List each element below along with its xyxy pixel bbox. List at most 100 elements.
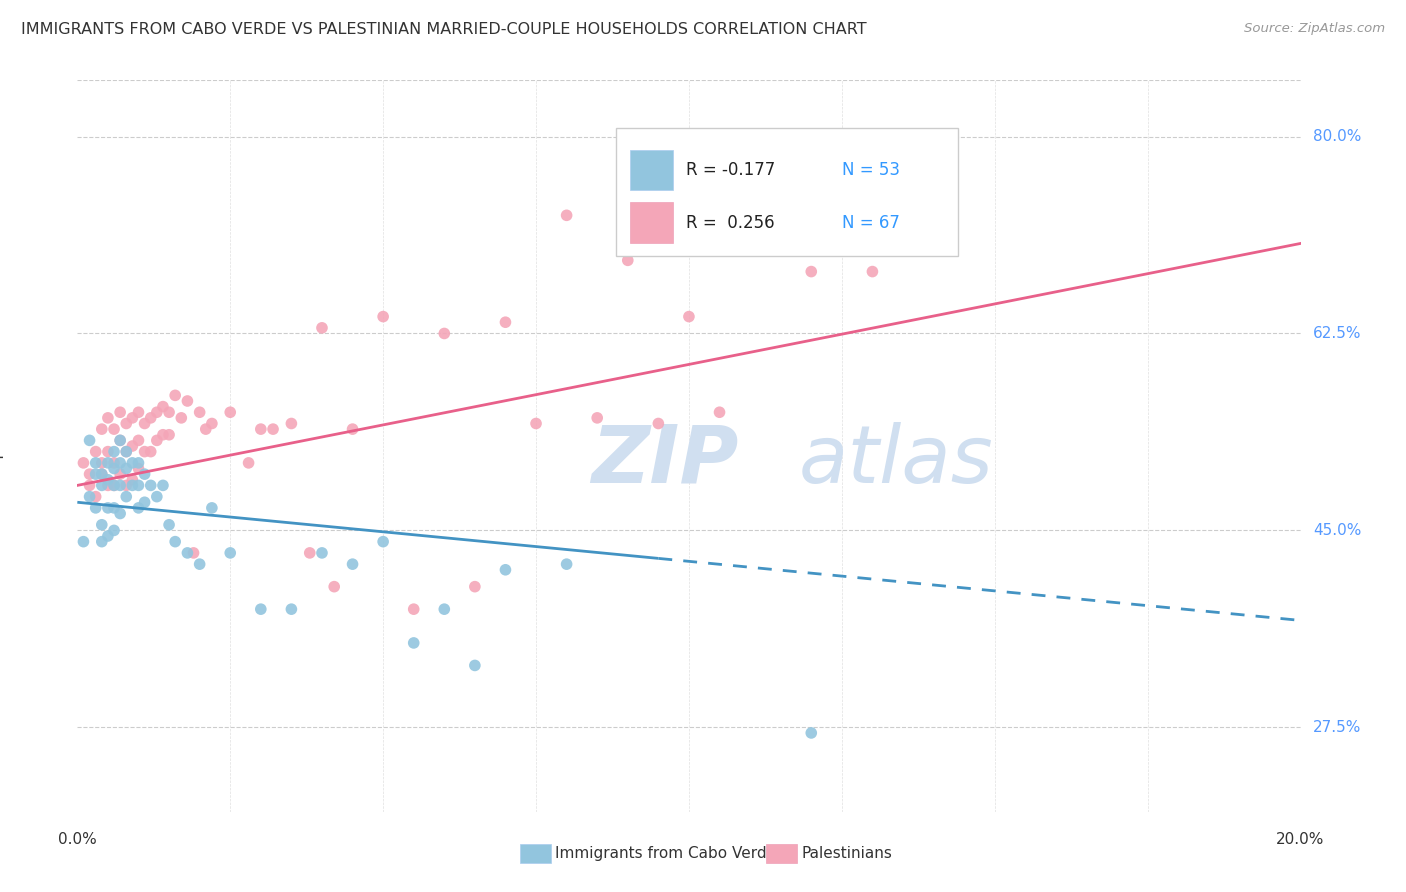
Point [121,473,143,487]
Point [176,394,198,409]
Point [84,444,107,458]
Point [108,478,131,492]
Point [371,534,394,549]
Point [103,456,125,470]
Point [139,444,162,458]
Point [134,467,156,482]
Point [617,253,640,268]
Point [127,478,149,492]
Point [127,461,149,475]
Point [121,478,143,492]
Point [103,422,125,436]
Point [250,422,273,436]
Text: R = -0.177: R = -0.177 [686,161,776,179]
Point [139,410,162,425]
Point [555,557,578,571]
Point [97,410,120,425]
Point [103,444,125,458]
Point [139,478,162,492]
Point [740,175,762,189]
Text: N = 67: N = 67 [842,214,900,232]
Point [188,557,211,571]
Point [121,456,143,470]
Point [524,417,547,431]
Point [157,517,180,532]
Point [219,405,242,419]
Text: Source: ZipAtlas.com: Source: ZipAtlas.com [1244,22,1385,36]
Point [800,726,823,740]
Point [495,563,517,577]
Point [433,602,456,616]
Point [97,500,120,515]
Point [647,417,669,431]
Point [79,490,101,504]
Point [108,434,131,448]
Point [165,388,187,402]
Text: Married-couple Households: Married-couple Households [0,342,4,550]
Text: 20.0%: 20.0% [1277,832,1324,847]
Point [219,546,242,560]
Point [146,490,169,504]
Point [72,534,94,549]
Point [146,434,169,448]
Point [709,405,731,419]
Point [183,546,205,560]
Point [152,478,174,492]
Point [464,658,486,673]
Point [280,417,302,431]
Point [115,478,138,492]
Point [90,422,112,436]
Point [90,478,112,492]
Point [262,422,284,436]
Point [108,405,131,419]
Point [342,422,364,436]
Point [298,546,321,560]
Point [127,456,149,470]
Point [90,456,112,470]
FancyBboxPatch shape [630,150,673,190]
Point [97,444,120,458]
Point [176,546,198,560]
Point [90,534,112,549]
Point [134,495,156,509]
Point [103,524,125,538]
Point [115,490,138,504]
Point [79,434,101,448]
Point [464,580,486,594]
Point [238,456,260,470]
Point [134,417,156,431]
Text: N = 53: N = 53 [842,161,900,179]
Point [862,264,884,278]
Point [72,456,94,470]
Point [188,405,211,419]
Text: Immigrants from Cabo Verde: Immigrants from Cabo Verde [555,847,776,861]
Point [97,473,120,487]
Text: 45.0%: 45.0% [1313,523,1361,538]
Point [201,500,224,515]
FancyBboxPatch shape [616,128,957,256]
Point [201,417,224,431]
Text: IMMIGRANTS FROM CABO VERDE VS PALESTINIAN MARRIED-COUPLE HOUSEHOLDS CORRELATION : IMMIGRANTS FROM CABO VERDE VS PALESTINIA… [21,22,866,37]
Point [108,467,131,482]
Point [115,444,138,458]
FancyBboxPatch shape [630,202,673,243]
Point [103,461,125,475]
Point [402,636,425,650]
Point [250,602,273,616]
Point [108,507,131,521]
Point [84,490,107,504]
Point [194,422,217,436]
Point [342,557,364,571]
Point [103,478,125,492]
Point [157,405,180,419]
Point [108,456,131,470]
Point [97,456,120,470]
Point [678,310,700,324]
Point [79,467,101,482]
Text: 27.5%: 27.5% [1313,720,1361,735]
Point [84,456,107,470]
Point [152,427,174,442]
Point [311,321,333,335]
Point [84,500,107,515]
Text: 80.0%: 80.0% [1313,129,1361,144]
